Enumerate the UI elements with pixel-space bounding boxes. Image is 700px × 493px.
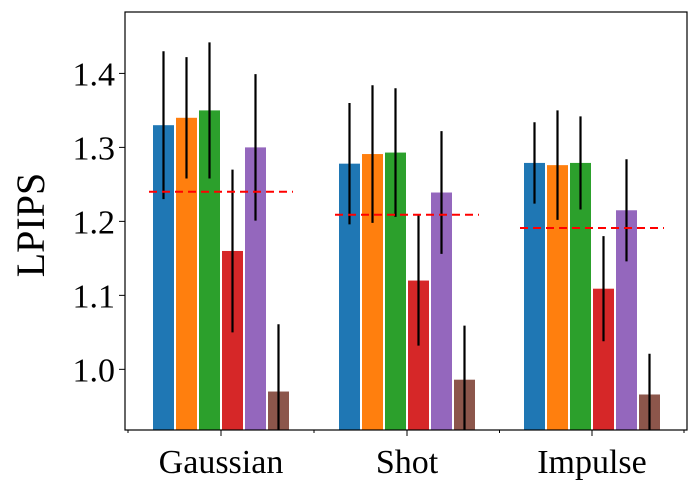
- y-tick-label: 1.1: [73, 278, 116, 315]
- bar-gaussian-series-4: [222, 250, 243, 430]
- bar-impulse-series-5: [616, 210, 637, 430]
- y-tick-label: 1.0: [73, 352, 116, 389]
- y-tick-label: 1.4: [73, 56, 116, 93]
- y-tick-label: 1.3: [73, 130, 116, 167]
- x-tick-label-gaussian: Gaussian: [159, 444, 284, 481]
- bar-shot-series-3: [385, 152, 406, 430]
- bar-shot-series-2: [362, 154, 383, 430]
- bar-gaussian-series-5: [245, 147, 266, 430]
- bar-impulse-series-1: [524, 162, 545, 430]
- x-axis: Gaussian Shot Impulse: [127, 430, 685, 481]
- bar-impulse-series-2: [547, 165, 568, 430]
- bar-shot-series-1: [339, 163, 360, 431]
- x-tick-label-impulse: Impulse: [537, 444, 647, 481]
- y-tick-label: 1.2: [73, 204, 116, 241]
- bar-gaussian-series-1: [153, 125, 174, 430]
- bar-shot-series-5: [431, 192, 452, 430]
- x-tick-label-shot: Shot: [376, 444, 439, 481]
- y-axis-label: LPIPS: [8, 173, 53, 278]
- bars-group: [153, 110, 660, 431]
- y-axis: 1.0 1.1 1.2 1.3 1.4: [73, 56, 125, 389]
- bar-shot-series-4: [408, 280, 429, 430]
- error-bars-group: [162, 42, 651, 430]
- reference-lines-group: [149, 190, 664, 230]
- bar-impulse-series-3: [570, 162, 591, 430]
- bar-impulse-series-4: [593, 288, 614, 430]
- bar-gaussian-series-3: [199, 110, 220, 431]
- bar-gaussian-series-2: [176, 117, 197, 431]
